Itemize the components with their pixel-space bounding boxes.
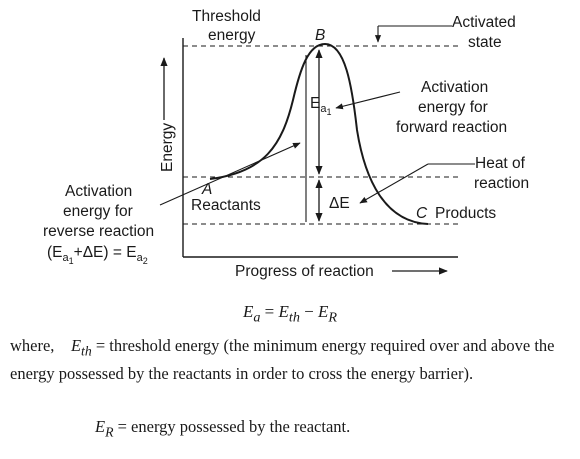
energy-axis-label: Energy: [159, 123, 176, 172]
reverse-formula: (Ea1+ΔE) = Ea2: [47, 244, 148, 266]
energy-curve: [209, 42, 429, 225]
ea1-label: Ea1: [310, 95, 331, 117]
activated-label-line1: Activated: [452, 14, 516, 31]
activated-label-line2: state: [468, 34, 502, 51]
threshold-label-line2: energy: [208, 27, 256, 44]
threshold-label-line1: Threshold: [192, 8, 261, 25]
reverse-label-line2: energy for: [63, 203, 133, 220]
reverse-label-line3: reverse reaction: [43, 223, 154, 240]
products-label: Products: [435, 205, 496, 222]
activation-energy-formula: Ea = Eth − ER: [242, 302, 338, 326]
reverse-activation-pointer: [159, 142, 301, 206]
heat-label-line1: Heat of: [475, 155, 526, 172]
reactant-energy-definition: ER = energy possessed by the reactant.: [95, 417, 351, 440]
heat-of-reaction-pointer-diag: [359, 163, 429, 204]
point-c-label: C: [416, 205, 428, 222]
heat-label-line2: reaction: [474, 175, 529, 192]
forward-activation-pointer: [335, 91, 401, 110]
x-axis-label: Progress of reaction: [235, 263, 374, 280]
delta-e-label: ΔE: [329, 195, 350, 212]
threshold-energy-definition: where, Eth = threshold energy (the minim…: [10, 336, 555, 384]
forward-label-line2: energy for: [418, 99, 488, 116]
reverse-label-line1: Activation: [65, 183, 132, 200]
energy-profile-diagram: Threshold energy B Activated state Energ…: [43, 8, 529, 280]
point-a-label: A: [201, 181, 212, 198]
forward-label-line3: forward reaction: [396, 119, 507, 136]
point-b-label: B: [315, 27, 325, 44]
forward-label-line1: Activation: [421, 79, 488, 96]
reactants-label: Reactants: [191, 197, 261, 214]
